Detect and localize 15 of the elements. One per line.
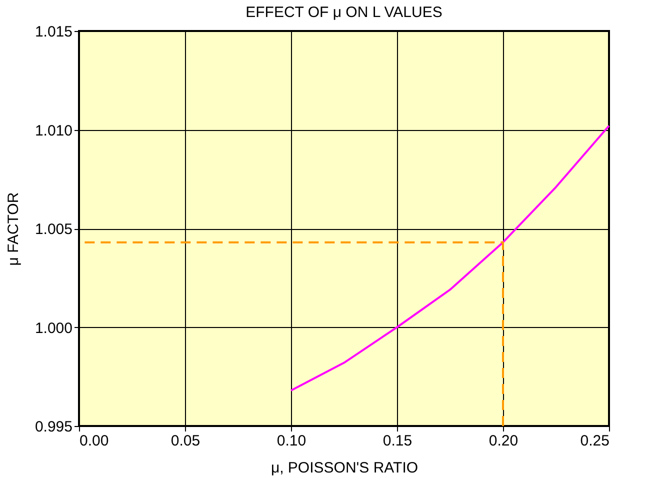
y-tick-label: 1.005: [34, 221, 72, 238]
x-tick-label: 0.10: [276, 432, 306, 450]
y-tick-label: 0.995: [34, 418, 72, 436]
y-tick-label: 1.015: [34, 24, 72, 40]
x-tick-label: 0.20: [488, 432, 518, 450]
x-axis-title: μ, POISSON'S RATIO: [270, 460, 418, 476]
chart-title: EFFECT OF μ ON L VALUES: [246, 4, 442, 21]
x-tick-label: 0.00: [80, 432, 109, 450]
y-tick-label: 1.010: [34, 122, 72, 140]
y-axis-title: μ FACTOR: [4, 192, 22, 266]
y-tick-label: 1.000: [34, 320, 72, 337]
x-tick-label: 0.15: [382, 432, 412, 450]
x-tick-label: 0.25: [580, 432, 610, 450]
line-series: [290, 124, 610, 392]
x-tick-label: 0.05: [170, 432, 200, 450]
